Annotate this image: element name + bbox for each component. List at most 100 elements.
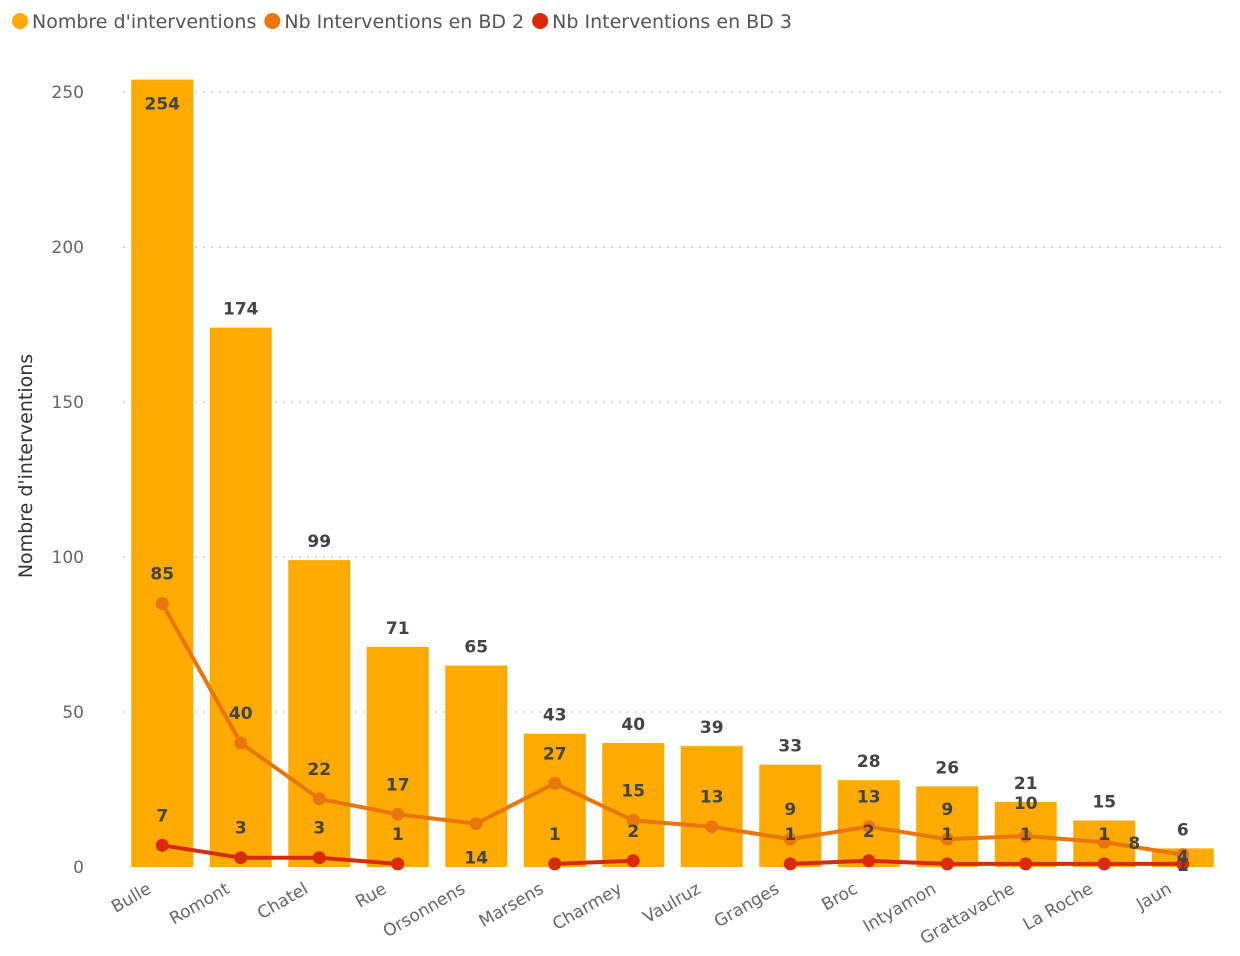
label-bd3-rue: 1 xyxy=(392,825,404,845)
label-bar-vaulruz: 39 xyxy=(700,718,724,738)
label-bar-orsonnens: 65 xyxy=(464,638,488,658)
point-nb-interventions-en-bd-2-bulle xyxy=(155,597,169,610)
point-nb-interventions-en-bd-3-granges xyxy=(783,857,797,871)
line-series xyxy=(155,597,1190,871)
point-nb-interventions-en-bd-3-bulle xyxy=(155,838,169,852)
label-bar-marsens: 43 xyxy=(543,706,567,726)
point-nb-interventions-en-bd-3-charmey xyxy=(626,854,640,868)
point-nb-interventions-en-bd-2-orsonnens xyxy=(469,817,483,831)
legend: Nombre d'interventions Nb Interventions e… xyxy=(12,11,792,33)
label-bar-grattavache: 21 xyxy=(1014,774,1038,794)
point-nb-interventions-en-bd-2-romont xyxy=(234,736,248,750)
label-bd3-intyamon: 1 xyxy=(941,825,953,845)
y-tick-50: 50 xyxy=(62,703,84,723)
label-bd2-orsonnens: 14 xyxy=(464,849,488,869)
x-tick-jaun: Jaun xyxy=(1132,879,1175,915)
point-nb-interventions-en-bd-3-la-roche xyxy=(1097,857,1111,871)
point-nb-interventions-en-bd-2-vaulruz xyxy=(705,820,719,834)
point-nb-interventions-en-bd-3-broc xyxy=(862,854,876,868)
label-bd2-romont: 40 xyxy=(229,704,253,724)
label-bd2-charmey: 15 xyxy=(621,782,645,802)
x-tick-romont: Romont xyxy=(166,879,233,929)
label-bar-la-roche: 15 xyxy=(1092,793,1116,813)
legend-marker-nb-interventions-en-bd-3 xyxy=(532,13,549,29)
x-tick-la-roche: La Roche xyxy=(1020,879,1097,935)
label-bd2-intyamon: 9 xyxy=(941,800,953,820)
bar-granges xyxy=(759,764,822,867)
label-bd2-bulle: 85 xyxy=(150,565,174,585)
y-axis-ticks: 0 50 100 150 200 250 xyxy=(52,83,84,878)
bar-chatel xyxy=(288,560,351,867)
label-bar-chatel: 99 xyxy=(307,532,331,552)
line-nb-interventions-en-bd-3-segment-0 xyxy=(161,843,398,866)
point-nb-interventions-en-bd-3-intyamon xyxy=(940,857,954,871)
label-bd3-romont: 3 xyxy=(235,819,247,839)
bar-rue xyxy=(366,646,429,867)
point-nb-interventions-en-bd-2-jaun xyxy=(1176,848,1190,862)
label-bd3-grattavache: 1 xyxy=(1020,825,1032,845)
label-bd2-jaun: 4 xyxy=(1177,848,1189,868)
label-bd3-bulle: 7 xyxy=(156,806,168,826)
legend-marker-nombre-d-interventions xyxy=(12,13,28,29)
point-nb-interventions-en-bd-2-rue xyxy=(391,807,405,821)
label-bd2-marsens: 27 xyxy=(543,744,567,764)
y-tick-200: 200 xyxy=(52,238,84,258)
bar-marsens xyxy=(523,733,586,867)
line-nb-interventions-en-bd-3-segment-2 xyxy=(790,858,1183,866)
point-nb-interventions-en-bd-2-marsens xyxy=(548,776,562,790)
x-tick-marsens: Marsens xyxy=(476,879,548,932)
label-bd2-vaulruz: 13 xyxy=(700,788,724,808)
point-nb-interventions-en-bd-2-charmey xyxy=(626,814,640,827)
legend-label-nombre-d-interventions: Nombre d'interventions xyxy=(32,11,256,33)
label-bd2-chatel: 22 xyxy=(307,760,331,780)
bar-series xyxy=(131,79,1214,868)
point-nb-interventions-en-bd-3-chatel xyxy=(312,851,326,865)
bar-vaulruz xyxy=(680,746,743,867)
x-tick-orsonnens: Orsonnens xyxy=(380,879,469,942)
label-bar-romont: 174 xyxy=(223,300,259,320)
line-nb-interventions-en-bd-2-segment-0 xyxy=(160,602,1184,857)
x-tick-rue: Rue xyxy=(352,879,390,912)
legend-label-nb-interventions-en-bd-3: Nb Interventions en BD 3 xyxy=(552,11,792,33)
point-nb-interventions-en-bd-2-intyamon xyxy=(940,832,954,846)
label-bar-charmey: 40 xyxy=(621,715,645,735)
label-bd3-chatel: 3 xyxy=(313,819,325,839)
point-nb-interventions-en-bd-2-broc xyxy=(862,820,876,834)
point-nb-interventions-en-bd-3-marsens xyxy=(548,857,562,871)
label-bd3-charmey: 2 xyxy=(627,822,639,842)
label-bd2-broc: 13 xyxy=(857,788,881,808)
x-tick-bulle: Bulle xyxy=(108,879,155,917)
label-bd2-granges: 9 xyxy=(784,800,796,820)
label-bar-intyamon: 26 xyxy=(935,758,959,778)
legend-label-nb-interventions-en-bd-2: Nb Interventions en BD 2 xyxy=(284,11,524,33)
point-nb-interventions-en-bd-3-jaun xyxy=(1176,857,1190,871)
bar-charmey xyxy=(602,743,665,867)
bar-bulle xyxy=(131,79,194,868)
x-tick-vaulruz: Vaulruz xyxy=(640,879,705,928)
y-tick-150: 150 xyxy=(52,393,84,413)
label-bd3-la-roche: 1 xyxy=(1098,825,1110,845)
bar-romont xyxy=(209,327,272,868)
label-bd2-rue: 17 xyxy=(386,775,410,795)
x-tick-granges: Granges xyxy=(711,879,783,932)
label-bd3-broc: 2 xyxy=(863,822,875,842)
point-nb-interventions-en-bd-2-chatel xyxy=(312,792,326,806)
gridlines xyxy=(123,91,1222,713)
label-bar-broc: 28 xyxy=(857,752,881,772)
y-axis-label: Nombre d'interventions xyxy=(15,354,37,578)
bar-orsonnens xyxy=(445,665,508,867)
legend-marker-nb-interventions-en-bd-2 xyxy=(264,13,281,29)
y-tick-100: 100 xyxy=(52,548,84,568)
y-tick-0: 0 xyxy=(73,858,84,878)
label-bd2-la-roche: 8 xyxy=(1128,834,1140,854)
label-bd2-grattavache: 10 xyxy=(1014,794,1038,814)
point-nb-interventions-en-bd-2-la-roche xyxy=(1097,835,1111,849)
line-nb-interventions-en-bd-3-segment-1 xyxy=(554,858,634,866)
label-bd3-granges: 1 xyxy=(784,825,796,845)
label-bd3-marsens: 1 xyxy=(549,825,561,845)
label-bar-rue: 71 xyxy=(386,619,410,639)
label-bar-bulle: 254 xyxy=(145,95,181,115)
point-nb-interventions-en-bd-3-romont xyxy=(234,851,248,865)
